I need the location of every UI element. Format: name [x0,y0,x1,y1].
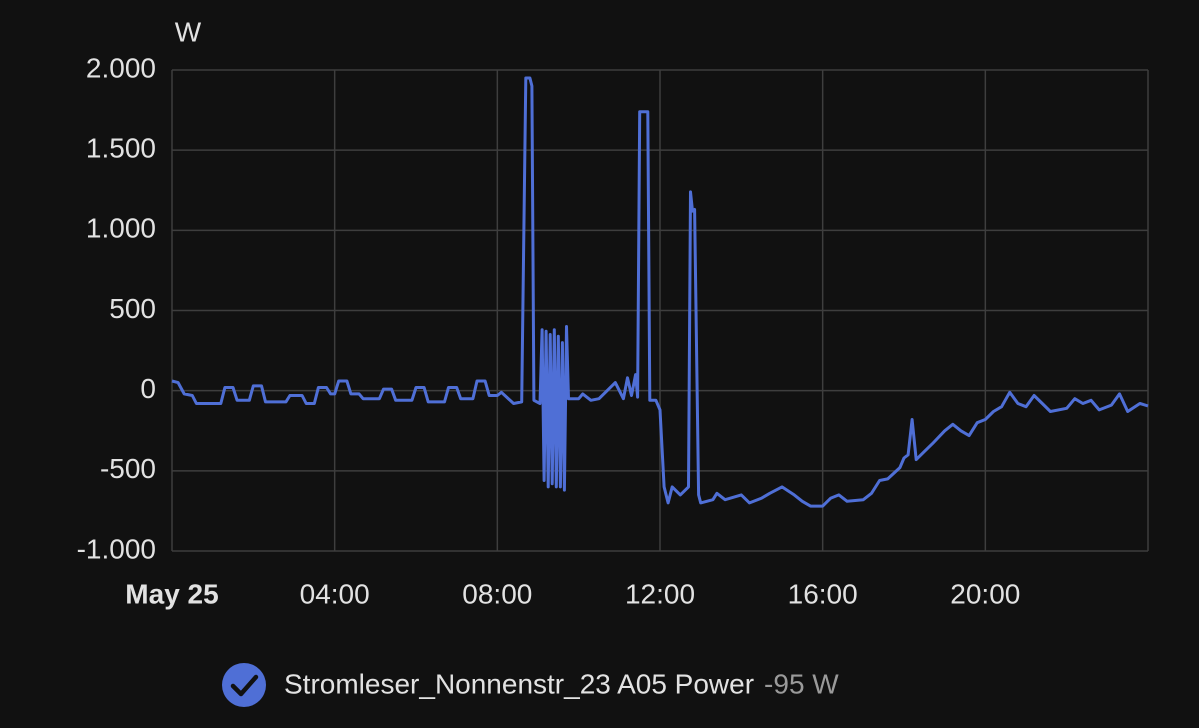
y-tick-label: 1.000 [86,213,156,244]
x-tick-label: 04:00 [300,578,370,609]
data-line [171,76,1149,508]
legend-label[interactable]: Stromleser_Nonnenstr_23 A05 Power [284,668,754,699]
x-tick-label: 16:00 [788,578,858,609]
y-tick-label: 2.000 [86,52,156,83]
y-tick-label: -1.000 [77,533,156,564]
legend[interactable]: Stromleser_Nonnenstr_23 A05 Power -95 W [222,663,839,707]
x-tick-label: 12:00 [625,578,695,609]
x-tick-label: 20:00 [950,578,1020,609]
y-tick-label: 1.500 [86,133,156,164]
y-tick-label: 500 [109,293,156,324]
y-tick-label: -500 [100,453,156,484]
legend-value: -95 W [764,668,839,699]
y-tick-label: 0 [140,373,156,404]
x-tick-label: 08:00 [462,578,532,609]
check-icon [230,674,259,697]
legend-checkbox[interactable] [222,663,266,707]
y-axis-unit: W [175,16,202,47]
x-tick-label: May 25 [125,578,218,609]
